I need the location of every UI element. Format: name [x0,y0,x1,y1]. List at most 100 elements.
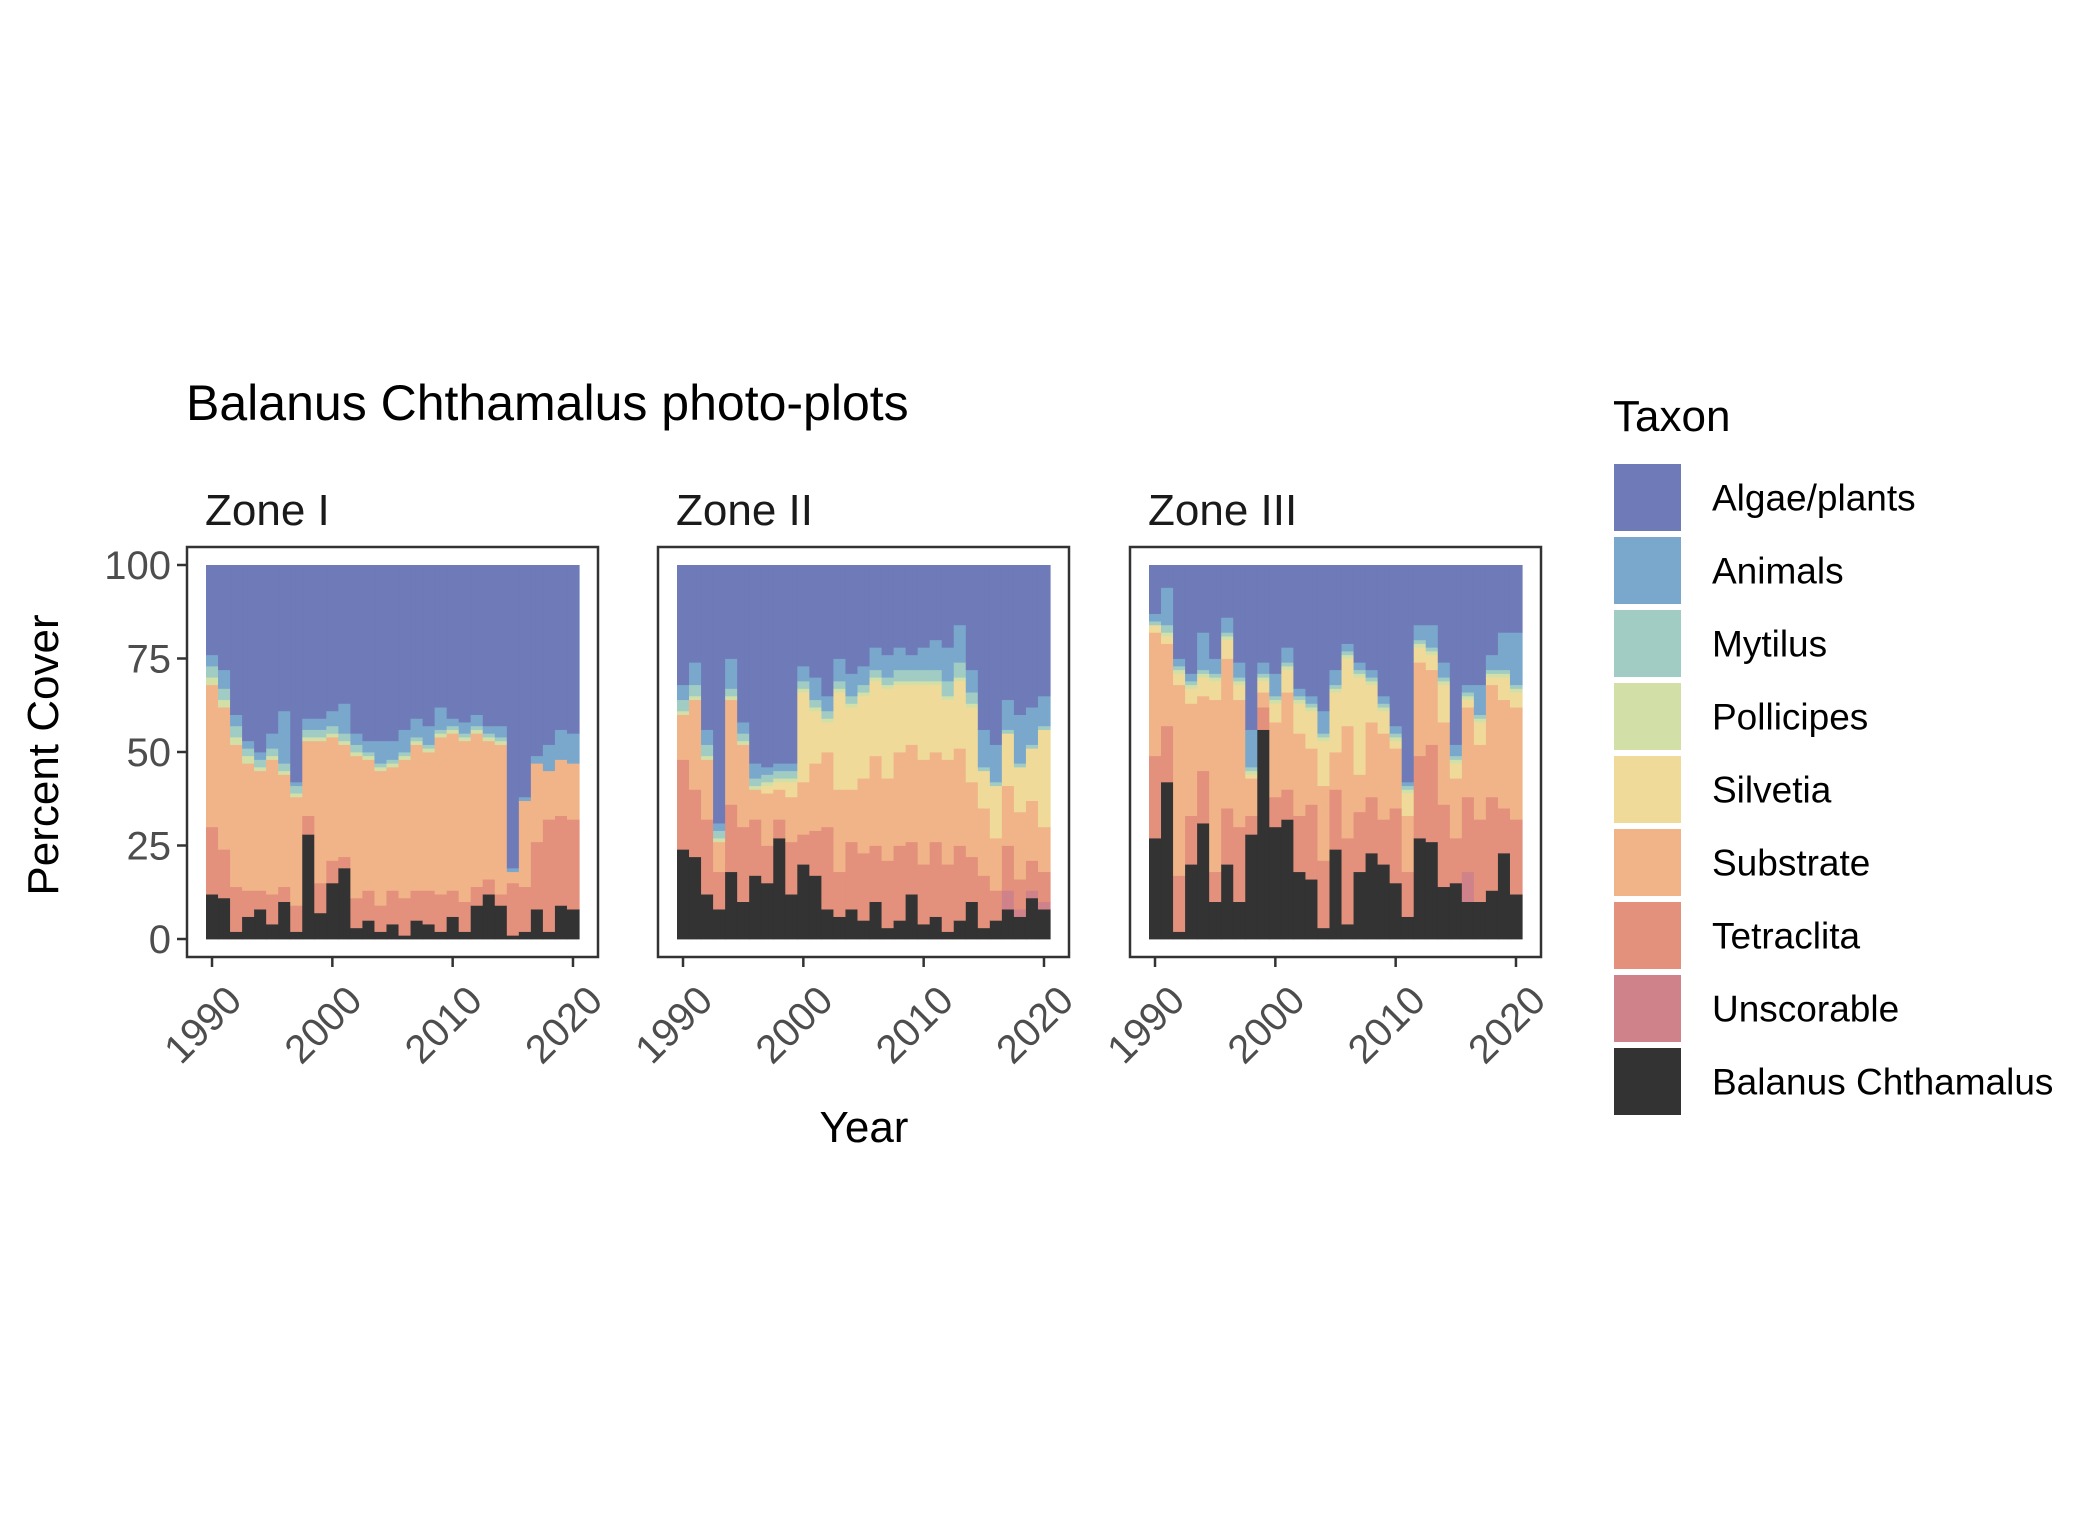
x-tick-label: 2020 [988,978,1082,1072]
area-mytilus-1997 [761,774,774,783]
area-balanus-chthamalus-1996 [749,875,762,940]
area-tetraclita-2016 [1461,796,1475,873]
area-pollicipes-2000 [797,688,810,693]
area-substrate-2000 [797,781,810,835]
area-substrate-2018 [542,770,556,820]
area-pollicipes-1999 [1257,677,1270,682]
area-balanus-chthamalus-2004 [374,931,388,940]
area-balanus-chthamalus-1994 [254,909,267,940]
area-substrate-2011 [458,740,472,902]
area-algae-plants-1990 [206,565,219,656]
legend-label: Unscorable [1712,989,1899,1030]
area-mytilus-2001 [338,733,351,742]
area-silvetia-2008 [1365,684,1379,723]
legend-key-substrate [1614,829,1681,896]
area-substrate-2020 [1509,707,1523,820]
area-substrate-2015 [1449,778,1463,839]
legend-item-animals: Animals [1614,537,1844,604]
area-substrate-1999 [314,740,327,884]
chart-title: Balanus Chthamalus photo-plots [186,375,909,431]
area-balanus-chthamalus-2010 [446,916,460,940]
area-mytilus-2016 [1461,692,1475,697]
area-mytilus-2003 [1305,703,1319,708]
area-substrate-2019 [1025,800,1039,861]
area-silvetia-2003 [1305,710,1319,749]
area-animals-2004 [1317,710,1331,734]
area-mytilus-1997 [290,785,303,794]
area-animals-2010 [917,647,931,671]
area-silvetia-1999 [785,781,798,798]
area-animals-1996 [749,763,762,779]
area-pollicipes-1993 [242,755,255,764]
area-pollicipes-1990 [677,710,690,715]
area-algae-plants-1993 [1185,565,1198,674]
area-mytilus-2013 [953,662,967,678]
area-pollicipes-1999 [314,737,327,742]
area-algae-plants-2011 [458,565,472,723]
area-silvetia-2013 [953,680,967,749]
legend-item-balanus-chthamalus: Balanus Chthamalus [1614,1048,2053,1115]
area-algae-plants-2005 [1329,565,1343,671]
area-algae-plants-2004 [374,565,388,742]
area-algae-plants-2006 [1341,565,1355,644]
area-balanus-chthamalus-2009 [1377,864,1391,940]
area-animals-2010 [446,718,460,727]
area-algae-plants-2008 [422,565,436,727]
panel-strip-label: Zone I [205,486,330,535]
area-balanus-chthamalus-2017 [530,909,544,940]
area-pollicipes-1997 [761,781,774,787]
area-substrate-1990 [206,684,219,828]
area-pollicipes-2003 [362,755,376,760]
area-animals-2015 [977,729,991,768]
area-substrate-1995 [1209,699,1222,873]
area-tetraclita-1998 [1245,815,1258,835]
area-tetraclita-2004 [374,905,388,932]
area-animals-2005 [1329,669,1343,686]
area-tetraclita-2019 [1497,808,1511,854]
area-tetraclita-2002 [1293,815,1307,873]
area-mytilus-2020 [1037,725,1051,730]
area-pollicipes-1994 [1197,673,1210,678]
legend-label: Balanus Chthamalus [1712,1062,2053,1103]
area-algae-plants-1991 [218,565,231,671]
area-substrate-2016 [1461,707,1475,798]
area-algae-plants-2018 [1485,565,1499,656]
area-algae-plants-2003 [1305,565,1319,697]
area-mytilus-1994 [725,688,738,697]
area-animals-2008 [422,725,436,745]
area-tetraclita-2001 [338,856,351,869]
area-algae-plants-1999 [314,565,327,719]
area-animals-2008 [1365,669,1379,678]
area-substrate-2012 [1413,662,1427,757]
area-substrate-2010 [1389,748,1403,809]
area-animals-2006 [869,647,883,671]
area-balanus-chthamalus-2007 [1353,871,1367,940]
area-animals-2003 [1305,695,1319,704]
area-pollicipes-2010 [446,729,460,734]
legend-item-algae-plants: Algae/plants [1614,464,1916,531]
area-tetraclita-2008 [422,890,436,925]
area-algae-plants-2010 [917,565,931,648]
area-substrate-2017 [1473,744,1487,820]
area-substrate-2002 [350,755,364,899]
area-silvetia-2001 [1281,669,1294,693]
area-algae-plants-1996 [1221,565,1234,618]
area-animals-2018 [1485,654,1499,671]
area-substrate-2013 [1425,669,1439,745]
area-balanus-chthamalus-1992 [701,894,714,940]
area-pollicipes-1993 [1185,684,1198,689]
area-substrate-2012 [470,733,484,888]
area-mytilus-1996 [749,778,762,787]
area-substrate-1997 [290,796,303,906]
area-algae-plants-2001 [338,565,351,704]
area-algae-plants-2014 [965,565,979,671]
legend-title: Taxon [1613,392,1730,441]
area-balanus-chthamalus-1997 [290,931,303,940]
area-balanus-chthamalus-2000 [326,882,339,940]
area-silvetia-2002 [821,722,835,753]
area-algae-plants-1998 [1245,565,1258,730]
area-substrate-2016 [989,838,1003,891]
area-silvetia-2017 [1001,733,1015,787]
area-animals-2010 [1389,725,1403,734]
area-algae-plants-2007 [1353,565,1367,663]
